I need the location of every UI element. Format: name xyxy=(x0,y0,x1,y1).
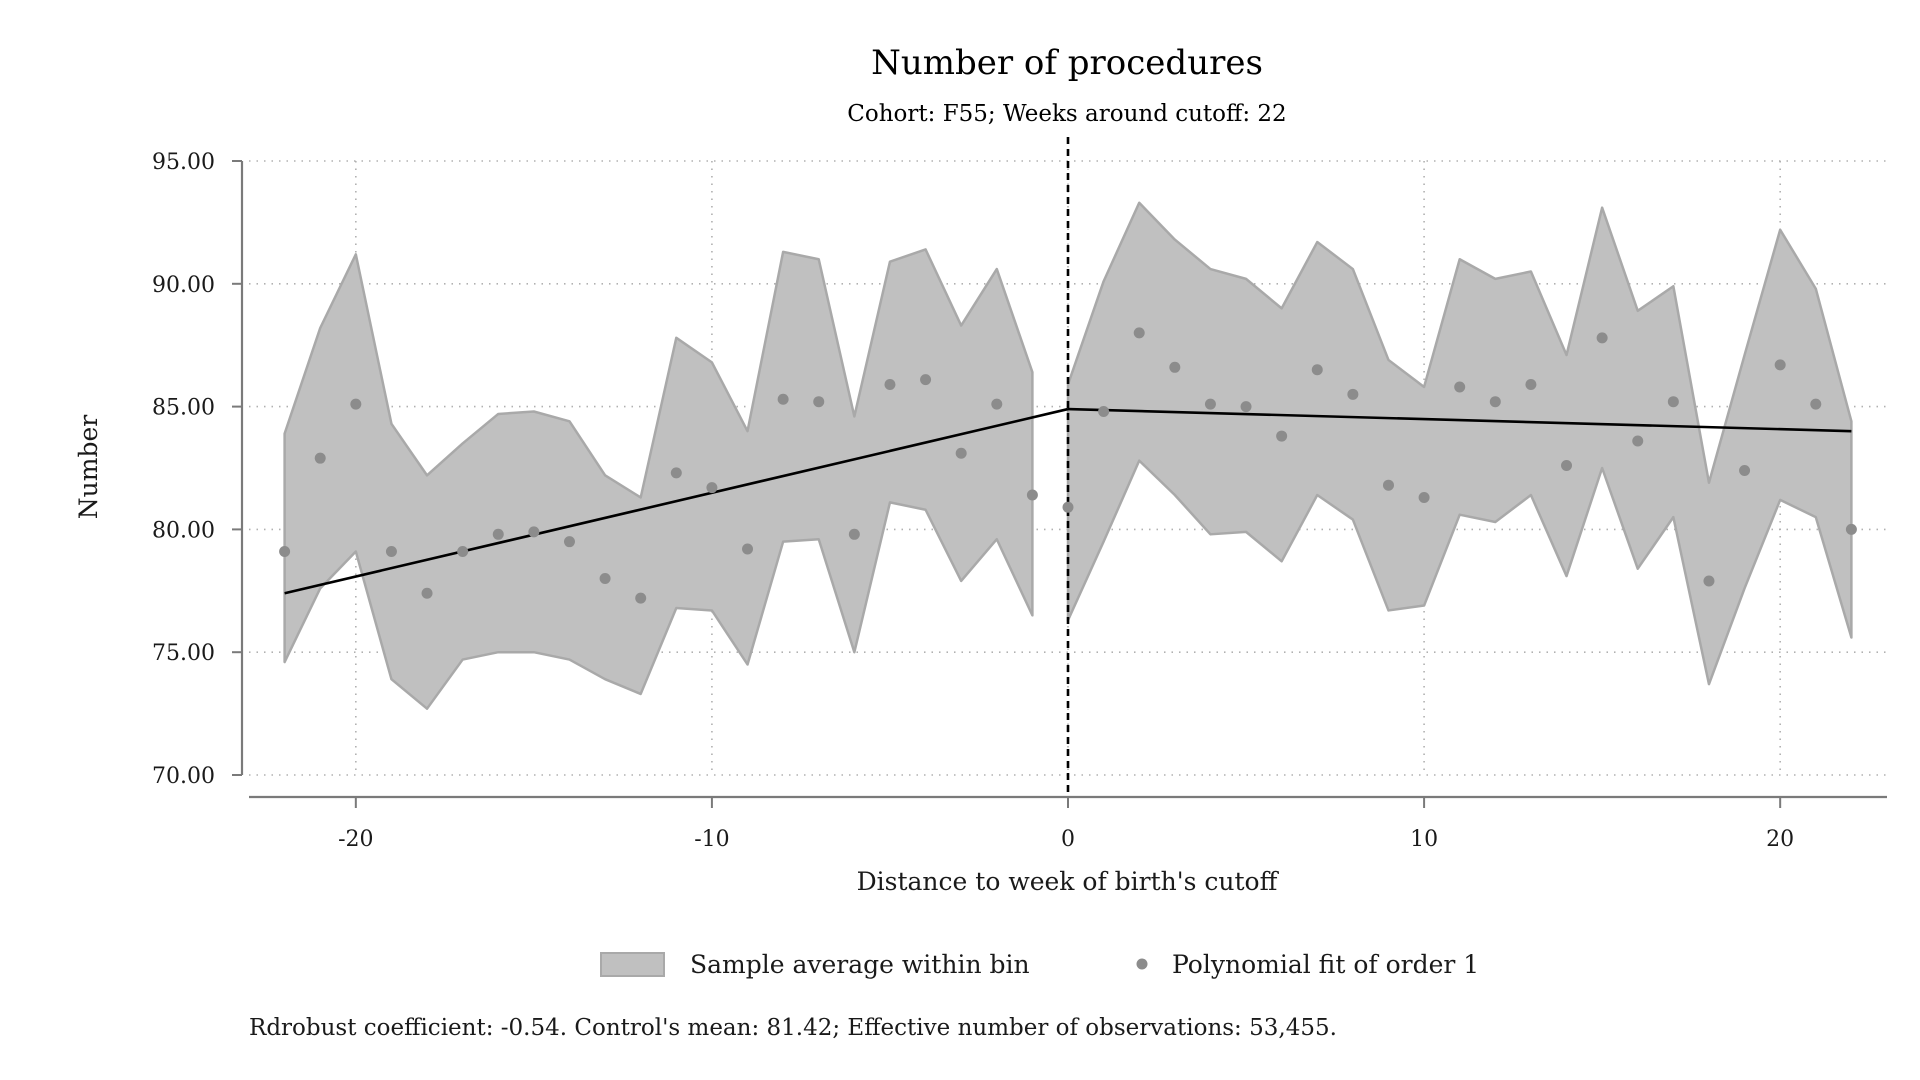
chart-title: Number of procedures xyxy=(871,43,1263,83)
bin-point xyxy=(279,546,291,558)
x-tick-label: 0 xyxy=(1061,827,1075,852)
x-axis-label: Distance to week of birth's cutoff xyxy=(857,867,1280,896)
bin-point xyxy=(1561,460,1573,472)
y-tick-label: 75.00 xyxy=(152,641,215,666)
bin-point xyxy=(1382,479,1394,491)
legend: Sample average within bin Polynomial fit… xyxy=(600,950,1479,979)
y-tick-label: 90.00 xyxy=(152,273,215,298)
fit-line-right xyxy=(1067,407,1852,433)
bin-point xyxy=(1240,401,1252,413)
footnote: Rdrobust coefficient: -0.54. Control's m… xyxy=(249,1015,1337,1041)
bin-point xyxy=(1062,501,1074,513)
bin-point xyxy=(670,467,682,479)
axes xyxy=(232,160,1887,808)
legend-points-marker xyxy=(1136,958,1148,970)
bin-point xyxy=(1632,435,1644,447)
bin-point xyxy=(813,396,825,408)
bin-point xyxy=(1276,430,1288,442)
x-tick-labels: -20 -10 0 10 20 xyxy=(338,827,1794,852)
x-tick-label: 20 xyxy=(1766,827,1794,852)
bin-point xyxy=(457,546,469,558)
legend-points-label: Polynomial fit of order 1 xyxy=(1172,950,1479,979)
legend-band-label: Sample average within bin xyxy=(690,950,1030,979)
bin-point xyxy=(350,398,362,410)
bin-point xyxy=(385,546,397,558)
x-tick-label: -20 xyxy=(338,827,373,852)
bin-point xyxy=(314,452,326,464)
bin-point xyxy=(1596,332,1608,344)
bin-point xyxy=(1667,396,1679,408)
bin-point xyxy=(884,378,896,390)
bin-point xyxy=(1489,396,1501,408)
bin-points xyxy=(279,327,1857,604)
x-tick-label: -10 xyxy=(694,827,729,852)
bin-point xyxy=(1454,381,1466,393)
y-tick-label: 85.00 xyxy=(152,396,215,421)
bin-point xyxy=(1098,406,1110,418)
bin-point xyxy=(1347,388,1359,400)
band-left xyxy=(283,248,1034,710)
y-tick-labels: 70.00 75.00 80.00 85.00 90.00 95.00 xyxy=(152,150,215,789)
bin-point xyxy=(991,398,1003,410)
legend-band-swatch xyxy=(600,952,665,977)
bin-point xyxy=(848,528,860,540)
confidence-bands xyxy=(283,201,1853,710)
bin-point xyxy=(1774,359,1786,371)
bin-point xyxy=(920,374,932,386)
bin-point xyxy=(1311,364,1323,376)
bin-point xyxy=(1845,523,1857,535)
bin-point xyxy=(777,393,789,405)
bin-point xyxy=(1133,327,1145,339)
bin-point xyxy=(563,536,575,548)
bin-point xyxy=(955,447,967,459)
bin-point xyxy=(492,528,504,540)
chart-subtitle: Cohort: F55; Weeks around cutoff: 22 xyxy=(847,101,1286,127)
y-tick-label: 95.00 xyxy=(152,150,215,175)
bin-point xyxy=(1525,378,1537,390)
fit-line-left xyxy=(284,407,1069,595)
bin-point xyxy=(1169,361,1181,373)
bin-point xyxy=(706,482,718,494)
bin-point xyxy=(599,573,611,585)
y-axis-label: Number xyxy=(74,415,103,519)
bin-point xyxy=(742,543,754,555)
band-right xyxy=(1066,201,1853,686)
y-tick-label: 70.00 xyxy=(152,764,215,789)
bin-point xyxy=(421,587,433,599)
bin-point xyxy=(1026,489,1038,501)
bin-point xyxy=(635,592,647,604)
bin-point xyxy=(1739,464,1751,476)
y-tick-label: 80.00 xyxy=(152,518,215,543)
bin-point xyxy=(1810,398,1822,410)
bin-point xyxy=(1703,575,1715,587)
bin-point xyxy=(528,526,540,538)
fit-lines xyxy=(284,407,1852,595)
bin-point xyxy=(1418,491,1430,503)
x-tick-label: 10 xyxy=(1410,827,1438,852)
bin-point xyxy=(1204,398,1216,410)
